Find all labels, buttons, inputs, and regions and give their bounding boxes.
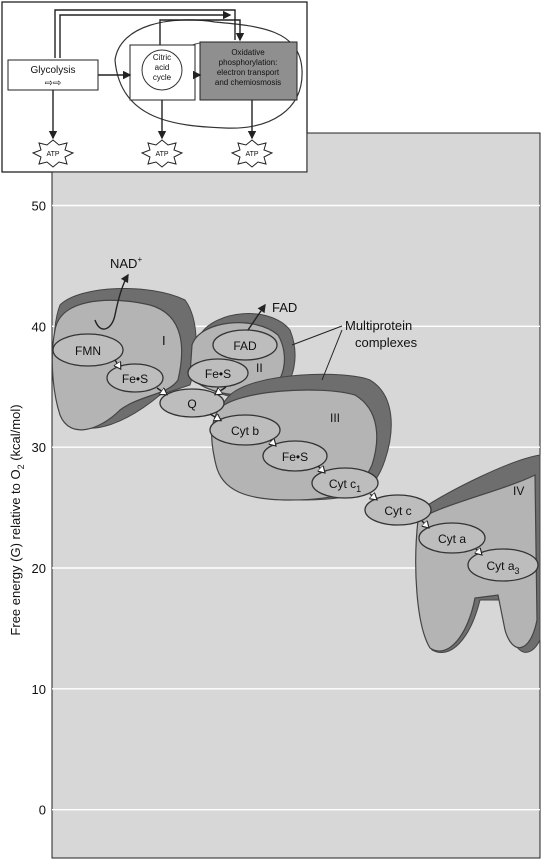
y-tick-label-2: 20 [32,561,46,576]
y-tick-label-3: 30 [32,440,46,455]
y-axis-ticks: 0 10 20 30 40 50 [32,199,46,818]
carrier-fmn: FMN [52,333,124,367]
citric-acid-line-1: Citric [153,53,171,62]
carrier-cyt-c-label: Cyt c [384,504,411,518]
nad-output: NAD+ [94,255,142,330]
carrier-fes-1-label: Fe•S [122,372,148,386]
atp-burst-1: ATP [31,139,75,168]
carrier-cyt-c: Cyt c [364,494,432,526]
carrier-fes-1: Fe•S [106,363,164,393]
atp-label-3: ATP [245,151,258,158]
oxphos-line-3: electron transport [217,68,280,77]
complex-i-label: I [162,333,166,348]
y-tick-label-1: 10 [32,682,46,697]
multiprotein-line-1: Multiprotein [345,318,412,333]
oxphos-line-2: phosphorylation: [219,58,278,67]
atp-label-2: ATP [155,151,168,158]
citric-acid-line-3: cycle [153,73,172,82]
nad-label: NAD+ [110,255,142,271]
carrier-fmn-label: FMN [75,344,101,358]
carrier-cyt-b-label: Cyt b [231,424,259,438]
complex-iii-label: III [330,411,340,425]
atp-label-1: ATP [46,151,59,158]
y-tick-label-4: 40 [32,319,46,334]
overview-inset: Glycolysis ⇨⇨ Citric acid cycle Oxidativ… [1,1,308,173]
complex-iv-label: IV [513,484,524,498]
glycolysis-box [7,59,99,91]
citric-acid-box [129,44,196,101]
carrier-fad: FAD [212,329,278,361]
complex-ii-label: II [256,361,263,375]
carrier-fad-label: FAD [233,339,257,353]
carrier-cyt-c1: Cyt c1 [311,467,379,499]
carrier-fes-2: Fe•S [187,358,249,388]
carrier-fes-3: Fe•S [262,440,328,472]
carrier-q-label: Q [187,397,196,411]
oxphos-line-1: Oxidative [231,48,265,57]
carrier-cyt-a3: Cyt a3 [467,548,539,582]
carrier-cyt-a3-label: Cyt a3 [486,559,519,576]
y-axis-label: Free energy (G) relative to O2 (kcal/mol… [8,404,26,635]
carrier-cyt-b: Cyt b [209,414,281,446]
carrier-fes-2-label: Fe•S [205,367,231,381]
y-tick-label-0: 0 [39,803,46,818]
fad-output-label: FAD [272,300,297,315]
multiprotein-callout: Multiprotein complexes [291,318,418,381]
carrier-cyt-a-label: Cyt a [438,532,466,546]
svg-text:⇨⇨: ⇨⇨ [45,78,62,89]
multiprotein-line-2: complexes [355,335,418,350]
carrier-cyt-c1-label: Cyt c1 [329,477,361,494]
carrier-fes-3-label: Fe•S [282,450,308,464]
electron-flow-arrows [115,359,481,554]
atp-burst-2: ATP [140,139,184,168]
y-tick-label-5: 50 [32,199,46,214]
citric-acid-line-2: acid [155,63,170,72]
atp-burst-3: ATP [230,139,274,168]
fad-output: FAD [247,300,297,331]
oxphos-line-4: and chemiosmosis [215,78,281,87]
glycolysis-label: Glycolysis [30,65,75,76]
carrier-cyt-a: Cyt a [418,522,486,554]
carrier-q: Q [159,388,225,418]
